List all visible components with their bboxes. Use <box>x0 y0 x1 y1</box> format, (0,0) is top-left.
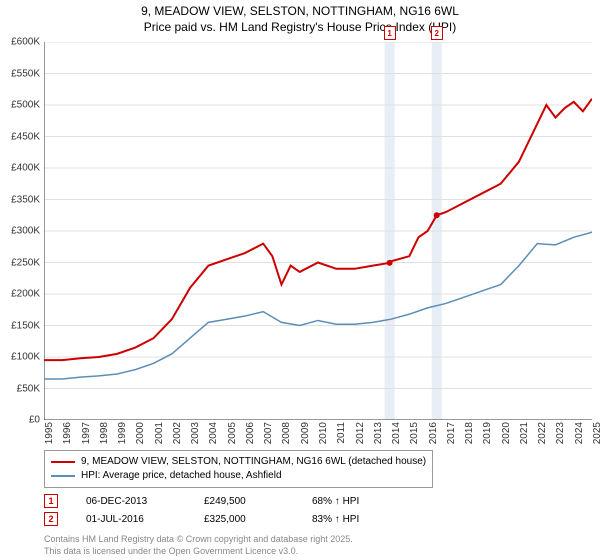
attribution-line1: Contains HM Land Registry data © Crown c… <box>44 534 353 546</box>
y-axis-label: £400K <box>0 163 40 174</box>
x-axis-label: 2005 <box>227 422 238 452</box>
x-axis-label: 1996 <box>62 422 73 452</box>
sale-price: £249,500 <box>204 496 284 507</box>
x-axis-label: 2015 <box>409 422 420 452</box>
sale-hpi: 83% ↑ HPI <box>312 514 392 525</box>
chart-area: £0£50K£100K£150K£200K£250K£300K£350K£400… <box>44 42 592 420</box>
x-axis-label: 1999 <box>117 422 128 452</box>
x-axis-label: 2014 <box>391 422 402 452</box>
x-axis-label: 2003 <box>190 422 201 452</box>
sale-row: 2 01-JUL-2016 £325,000 83% ↑ HPI <box>44 512 392 526</box>
attribution: Contains HM Land Registry data © Crown c… <box>44 534 353 557</box>
y-axis-label: £450K <box>0 131 40 142</box>
x-axis-label: 2007 <box>263 422 274 452</box>
x-axis-label: 1997 <box>81 422 92 452</box>
x-axis-label: 2008 <box>281 422 292 452</box>
sale-hpi: 68% ↑ HPI <box>312 496 392 507</box>
sale-marker-icon: 2 <box>44 512 58 526</box>
x-axis-label: 2004 <box>208 422 219 452</box>
legend-swatch <box>51 475 75 477</box>
x-axis-label: 2011 <box>336 422 347 452</box>
x-axis-label: 1995 <box>44 422 55 452</box>
y-axis-label: £50K <box>0 383 40 394</box>
y-axis-label: £350K <box>0 194 40 205</box>
title-line2: Price paid vs. HM Land Registry's House … <box>0 20 600 36</box>
x-axis-label: 2023 <box>555 422 566 452</box>
x-axis-label: 2017 <box>446 422 457 452</box>
y-axis-label: £300K <box>0 226 40 237</box>
x-axis-label: 1998 <box>99 422 110 452</box>
chart-svg <box>44 42 592 420</box>
y-axis-label: £600K <box>0 37 40 48</box>
x-axis-label: 2019 <box>482 422 493 452</box>
x-axis-label: 2012 <box>355 422 366 452</box>
x-axis-label: 2013 <box>373 422 384 452</box>
legend-label: 9, MEADOW VIEW, SELSTON, NOTTINGHAM, NG1… <box>81 455 426 469</box>
y-axis-label: £500K <box>0 100 40 111</box>
attribution-line2: This data is licensed under the Open Gov… <box>44 546 353 558</box>
x-axis-label: 2016 <box>428 422 439 452</box>
chart-title: 9, MEADOW VIEW, SELSTON, NOTTINGHAM, NG1… <box>0 0 600 35</box>
sale-marker-1: 1 <box>384 26 396 40</box>
legend-label: HPI: Average price, detached house, Ashf… <box>81 469 282 483</box>
x-axis-label: 2022 <box>537 422 548 452</box>
legend-row: 9, MEADOW VIEW, SELSTON, NOTTINGHAM, NG1… <box>51 455 426 469</box>
title-line1: 9, MEADOW VIEW, SELSTON, NOTTINGHAM, NG1… <box>0 4 600 20</box>
x-axis-label: 2021 <box>519 422 530 452</box>
x-axis-label: 2000 <box>135 422 146 452</box>
legend: 9, MEADOW VIEW, SELSTON, NOTTINGHAM, NG1… <box>44 450 433 488</box>
sale-marker-icon: 1 <box>44 494 58 508</box>
legend-swatch <box>51 461 75 463</box>
x-axis-label: 2025 <box>592 422 600 452</box>
sale-row: 1 06-DEC-2013 £249,500 68% ↑ HPI <box>44 494 392 508</box>
y-axis-label: £100K <box>0 352 40 363</box>
y-axis-label: £150K <box>0 320 40 331</box>
sale-date: 06-DEC-2013 <box>86 496 176 507</box>
chart-container: 9, MEADOW VIEW, SELSTON, NOTTINGHAM, NG1… <box>0 0 600 560</box>
x-axis-label: 2002 <box>172 422 183 452</box>
y-axis-label: £250K <box>0 257 40 268</box>
y-axis-label: £550K <box>0 68 40 79</box>
sale-price: £325,000 <box>204 514 284 525</box>
x-axis-label: 2006 <box>245 422 256 452</box>
x-axis-label: 2018 <box>464 422 475 452</box>
sale-marker-2: 2 <box>431 26 443 40</box>
legend-row: HPI: Average price, detached house, Ashf… <box>51 469 426 483</box>
y-axis-label: £0 <box>0 415 40 426</box>
x-axis-label: 2001 <box>154 422 165 452</box>
sale-date: 01-JUL-2016 <box>86 514 176 525</box>
y-axis-label: £200K <box>0 289 40 300</box>
x-axis-label: 2010 <box>318 422 329 452</box>
x-axis-label: 2020 <box>501 422 512 452</box>
x-axis-label: 2009 <box>300 422 311 452</box>
x-axis-label: 2024 <box>574 422 585 452</box>
